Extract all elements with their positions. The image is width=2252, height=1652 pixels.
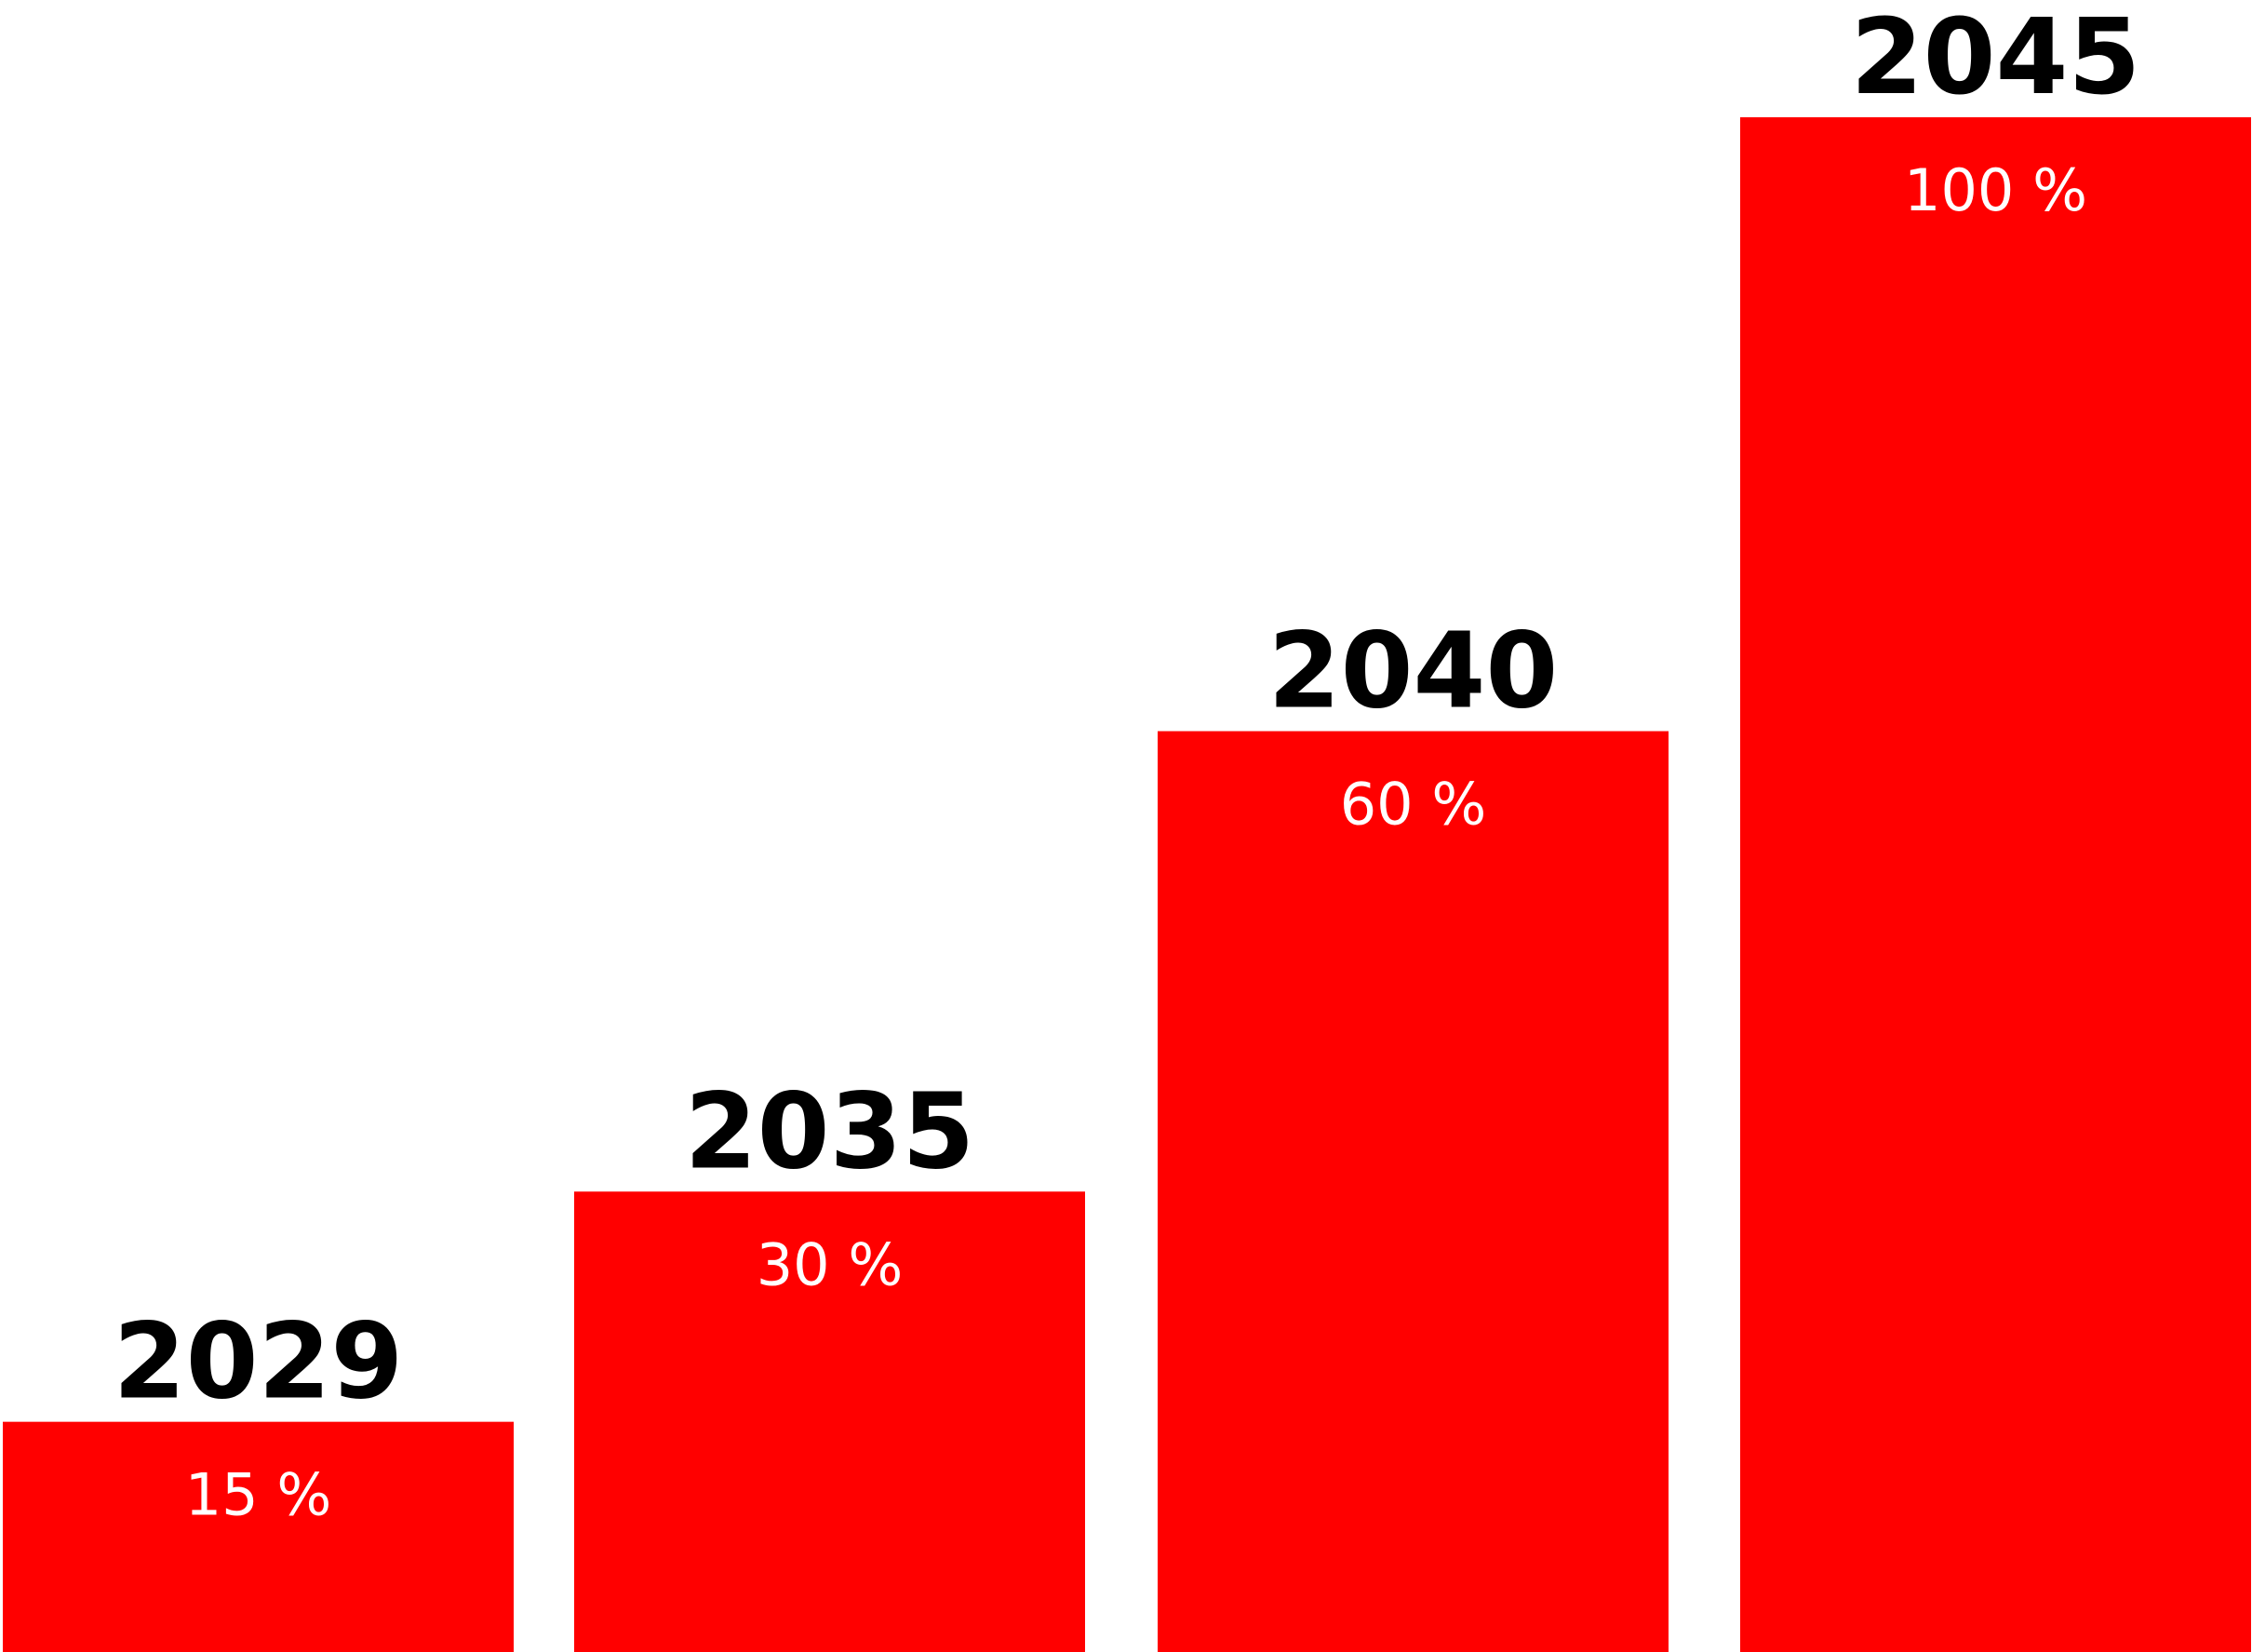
- category-label-2029: 2029: [114, 1302, 404, 1423]
- value-label-2029: 15 %: [185, 1461, 332, 1529]
- category-label-2045: 2045: [1851, 0, 2141, 118]
- value-labels-group: 15 % 30 % 60 % 100 %: [185, 156, 2087, 1529]
- value-label-2045: 100 %: [1904, 156, 2087, 224]
- value-label-2040: 60 %: [1340, 771, 1487, 839]
- category-label-2040: 2040: [1268, 611, 1559, 732]
- bars-group: [3, 117, 2251, 1652]
- bar-2040: [1158, 731, 1669, 1652]
- value-label-2035: 30 %: [757, 1230, 904, 1298]
- category-label-2035: 2035: [685, 1071, 975, 1192]
- category-labels-group: 2029 2035 2040 2045: [114, 0, 2141, 1423]
- bar-2029: [3, 1421, 514, 1652]
- bar-2045: [1740, 117, 2251, 1652]
- bar-2035: [574, 1191, 1085, 1652]
